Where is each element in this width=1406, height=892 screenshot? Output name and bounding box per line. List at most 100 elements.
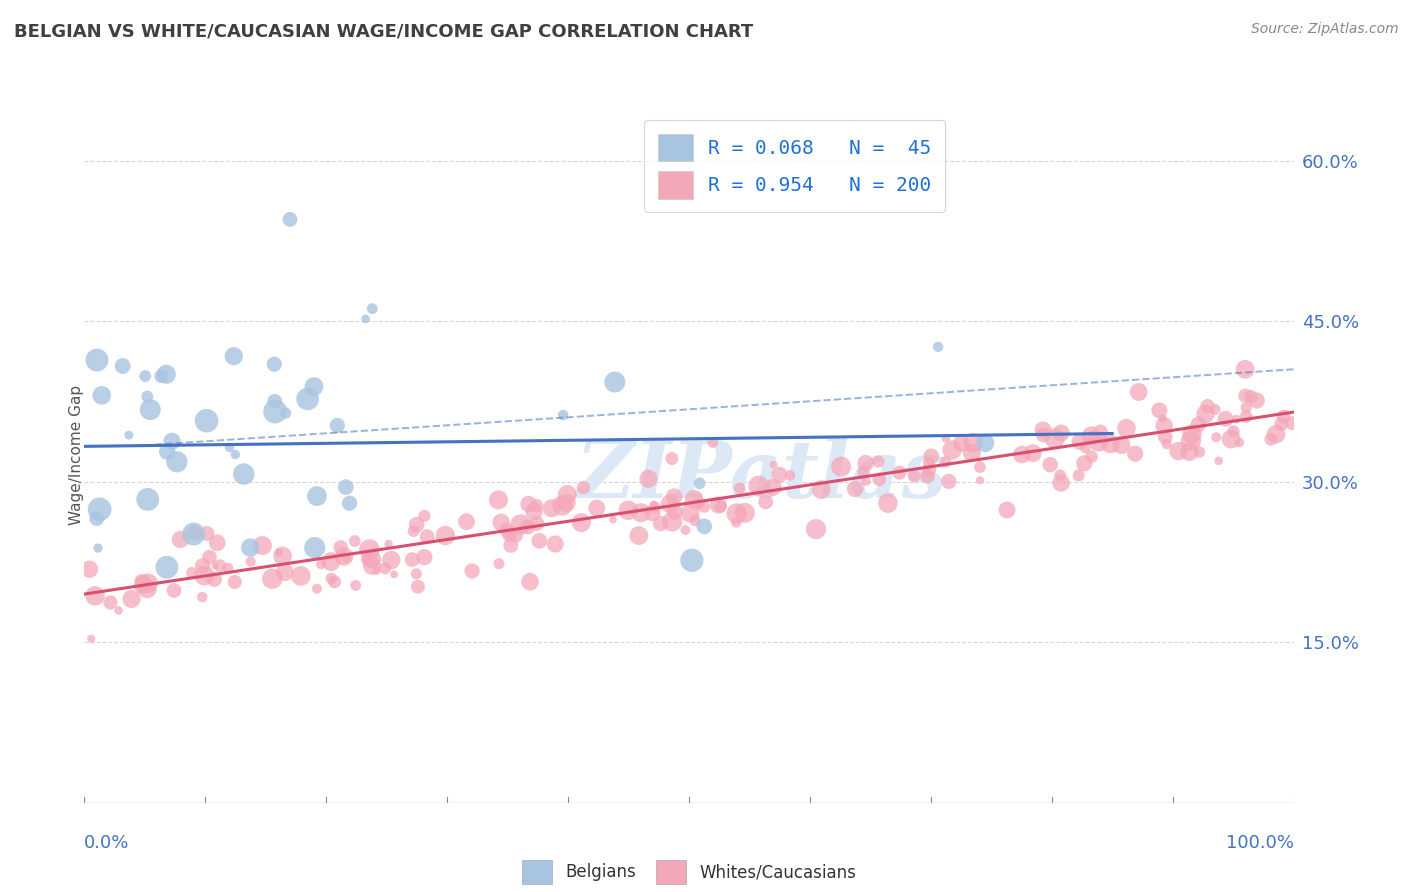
Point <box>100 595 122 609</box>
Point <box>1111 438 1133 452</box>
Point <box>134 369 156 384</box>
Point <box>810 483 832 497</box>
Point <box>920 450 942 464</box>
Point <box>401 552 423 566</box>
Point <box>136 576 159 591</box>
Point <box>941 442 963 457</box>
Point <box>456 515 478 529</box>
Point <box>544 537 567 551</box>
Point <box>637 472 659 486</box>
Point <box>89 502 111 516</box>
Point <box>1153 418 1175 433</box>
Point <box>118 428 141 442</box>
Point <box>1215 411 1237 425</box>
Point <box>1154 430 1177 444</box>
Point <box>734 506 756 520</box>
Point <box>725 516 748 530</box>
Point <box>416 530 439 544</box>
Point <box>526 499 548 513</box>
Point <box>526 516 548 531</box>
Point <box>702 435 724 450</box>
Point <box>675 523 697 537</box>
Point <box>356 552 378 566</box>
Text: Source: ZipAtlas.com: Source: ZipAtlas.com <box>1251 22 1399 37</box>
Point <box>169 533 191 547</box>
Point <box>217 561 239 575</box>
Point <box>779 468 801 483</box>
Point <box>488 557 510 571</box>
Point <box>319 555 342 569</box>
Point <box>1194 407 1216 421</box>
Point <box>129 574 152 588</box>
Text: 0.0%: 0.0% <box>84 834 129 852</box>
Point <box>1115 421 1137 435</box>
Point <box>868 454 890 468</box>
Point <box>321 572 343 586</box>
Point <box>405 566 427 581</box>
Point <box>193 568 215 582</box>
Point <box>927 340 949 354</box>
Point <box>852 465 875 479</box>
Point <box>343 534 366 549</box>
Point <box>693 500 716 514</box>
Point <box>224 448 246 462</box>
Point <box>1069 434 1091 449</box>
Point <box>1197 399 1219 413</box>
Point <box>87 541 110 555</box>
Point <box>1083 430 1105 444</box>
Point <box>1167 444 1189 458</box>
Point <box>191 590 214 604</box>
Point <box>139 402 162 417</box>
Point <box>361 552 384 566</box>
Point <box>1128 384 1150 399</box>
Point <box>1039 458 1062 472</box>
Point <box>156 444 179 458</box>
Point <box>239 541 262 555</box>
Point <box>132 576 155 591</box>
Point <box>1090 425 1112 439</box>
Point <box>728 481 751 495</box>
Point <box>1234 401 1257 415</box>
Point <box>683 492 706 507</box>
Point <box>86 353 108 368</box>
Point <box>1234 362 1257 376</box>
Point <box>489 515 512 529</box>
Point <box>264 404 287 418</box>
Point <box>274 406 297 420</box>
Point <box>1181 426 1204 441</box>
Point <box>683 514 706 528</box>
Point <box>1229 435 1251 450</box>
Point <box>136 582 159 596</box>
Point <box>195 414 218 428</box>
Point <box>650 516 672 531</box>
Point <box>305 582 328 596</box>
Point <box>204 558 226 573</box>
Point <box>402 524 425 538</box>
Point <box>377 537 399 551</box>
Point <box>1049 468 1071 483</box>
Point <box>180 566 202 580</box>
Point <box>523 505 546 519</box>
Point <box>184 525 207 540</box>
Point <box>762 480 785 494</box>
Point <box>107 603 129 617</box>
Point <box>918 456 941 470</box>
Point <box>585 501 607 516</box>
Point <box>263 357 285 371</box>
Point <box>960 446 983 460</box>
Point <box>681 553 703 567</box>
Point <box>627 528 650 542</box>
Point <box>1067 468 1090 483</box>
Point <box>755 495 778 509</box>
Point <box>84 589 107 603</box>
Point <box>1234 409 1257 424</box>
Point <box>725 507 748 521</box>
Point <box>551 499 574 513</box>
Point <box>762 458 785 472</box>
Point <box>495 523 517 537</box>
Point <box>323 574 346 589</box>
Point <box>804 522 827 536</box>
Point <box>1073 456 1095 470</box>
Point <box>354 312 377 326</box>
Point <box>297 392 319 406</box>
